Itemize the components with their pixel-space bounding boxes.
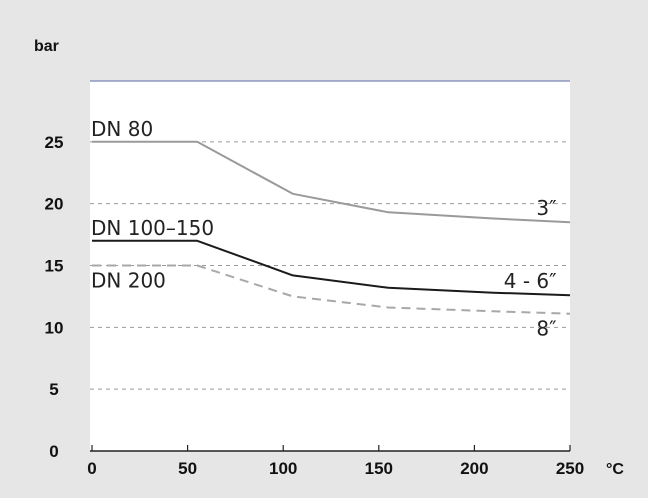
x-tick-label: 100 <box>269 459 297 478</box>
y-tick-label: 20 <box>45 195 64 214</box>
x-tick-label: 200 <box>460 459 488 478</box>
x-tick-label: 0 <box>87 459 96 478</box>
annotation-label-2: DN 100–150 <box>91 216 214 240</box>
y-tick-label: 10 <box>45 318 64 337</box>
y-ticks: 0 5 10 15 20 25 <box>45 133 64 461</box>
x-tick-label: 50 <box>178 459 197 478</box>
annotation-label-4: 3″ <box>536 196 556 220</box>
y-tick-label: 15 <box>45 257 64 276</box>
series <box>92 140 571 315</box>
annotation-label-3: DN 200 <box>91 269 166 293</box>
series-line-2 <box>92 239 571 297</box>
annotation-label-1: DN 80 <box>91 117 153 141</box>
series-line-1 <box>92 140 571 224</box>
x-ticks: 0 50 100 150 200 250 <box>87 445 584 478</box>
x-tick-label: 250 <box>556 459 584 478</box>
x-tick-label: 150 <box>365 459 393 478</box>
x-axis-label: °C <box>606 461 624 478</box>
annotation-label-5: 4 - 6″ <box>504 269 557 293</box>
annotation-label-6: 8″ <box>536 317 556 341</box>
y-tick-label: 0 <box>49 442 58 461</box>
y-axis-label: bar <box>34 38 59 55</box>
y-tick-label: 5 <box>49 380 58 399</box>
y-tick-label: 25 <box>45 133 64 152</box>
annotations: DN 80 DN 100–150 DN 200 3″ 4 - 6″ 8″ <box>91 117 557 341</box>
